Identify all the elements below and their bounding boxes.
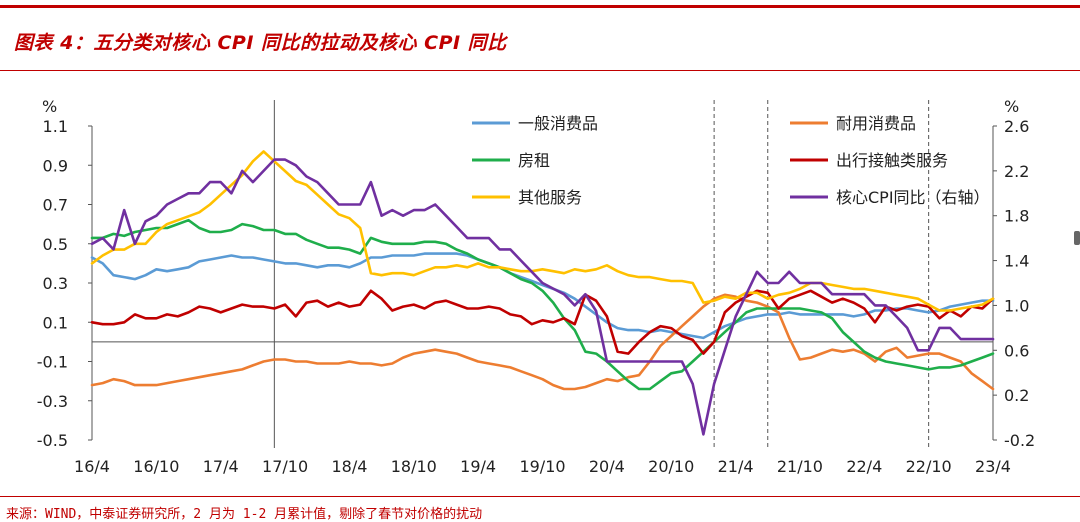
right-tick-label: 1.8 — [1004, 207, 1029, 226]
left-axis-unit: % — [42, 97, 57, 116]
x-tick-label: 18/4 — [331, 457, 367, 476]
left-tick-label: 0.9 — [43, 156, 68, 175]
scrollbar-handle[interactable] — [1074, 231, 1080, 245]
right-tick-label: 0.2 — [1004, 386, 1029, 405]
x-tick-label: 22/10 — [906, 457, 952, 476]
right-tick-label: 0.6 — [1004, 341, 1029, 360]
x-tick-label: 17/10 — [262, 457, 308, 476]
left-tick-label: 0.1 — [43, 313, 68, 332]
axes: 1.10.90.70.50.30.1-0.1-0.3-0.5%2.62.21.8… — [37, 97, 1035, 476]
source-note: 来源：WIND，中泰证券研究所，2 月为 1-2 月累计值，剔除了春节对价格的扰… — [6, 507, 483, 522]
x-tick-label: 22/4 — [846, 457, 882, 476]
right-tick-label: 2.6 — [1004, 117, 1029, 136]
right-tick-label: 2.2 — [1004, 162, 1029, 181]
x-tick-label: 17/4 — [203, 457, 239, 476]
legend-label: 其他服务 — [518, 188, 582, 207]
legend-label: 房租 — [518, 151, 550, 170]
series-lines — [90, 150, 995, 436]
series-line-2 — [90, 293, 995, 391]
left-tick-label: 0.3 — [43, 274, 68, 293]
x-tick-label: 21/10 — [777, 457, 823, 476]
left-tick-label: 0.5 — [43, 235, 68, 254]
right-tick-label: -0.2 — [1004, 431, 1035, 450]
right-tick-label: 1.0 — [1004, 296, 1029, 315]
x-tick-label: 19/10 — [519, 457, 565, 476]
x-tick-label: 18/10 — [391, 457, 437, 476]
left-tick-label: -0.3 — [37, 392, 68, 411]
x-tick-label: 20/4 — [589, 457, 625, 476]
series-line-4 — [90, 289, 995, 355]
left-tick-label: -0.1 — [37, 353, 68, 372]
right-tick-label: 1.4 — [1004, 252, 1029, 271]
x-tick-label: 23/4 — [975, 457, 1011, 476]
title-rule — [0, 70, 1080, 71]
legend-label: 一般消费品 — [518, 114, 598, 133]
series-line-1 — [90, 252, 995, 340]
left-tick-label: 0.7 — [43, 196, 68, 215]
chart-title: 图表 4：五分类对核心 CPI 同比的拉动及核心 CPI 同比 — [14, 32, 507, 54]
x-tick-label: 16/4 — [74, 457, 110, 476]
x-tick-label: 19/4 — [460, 457, 496, 476]
legend-label: 核心CPI同比（右轴） — [836, 188, 990, 207]
line-chart: 1.10.90.70.50.30.1-0.1-0.3-0.5%2.62.21.8… — [37, 97, 1035, 476]
top-rule — [0, 5, 1080, 8]
left-tick-label: 1.1 — [43, 117, 68, 136]
legend-label: 出行接触类服务 — [836, 151, 948, 170]
bottom-rule — [0, 496, 1080, 497]
series-line-3 — [90, 218, 995, 391]
x-tick-label: 16/10 — [133, 457, 179, 476]
series-line-5 — [90, 150, 995, 312]
right-axis-unit: % — [1004, 97, 1019, 116]
legend-label: 耐用消费品 — [836, 114, 916, 133]
x-tick-label: 20/10 — [648, 457, 694, 476]
left-tick-label: -0.5 — [37, 431, 68, 450]
x-tick-label: 21/4 — [718, 457, 754, 476]
series-line-6 — [90, 158, 995, 436]
